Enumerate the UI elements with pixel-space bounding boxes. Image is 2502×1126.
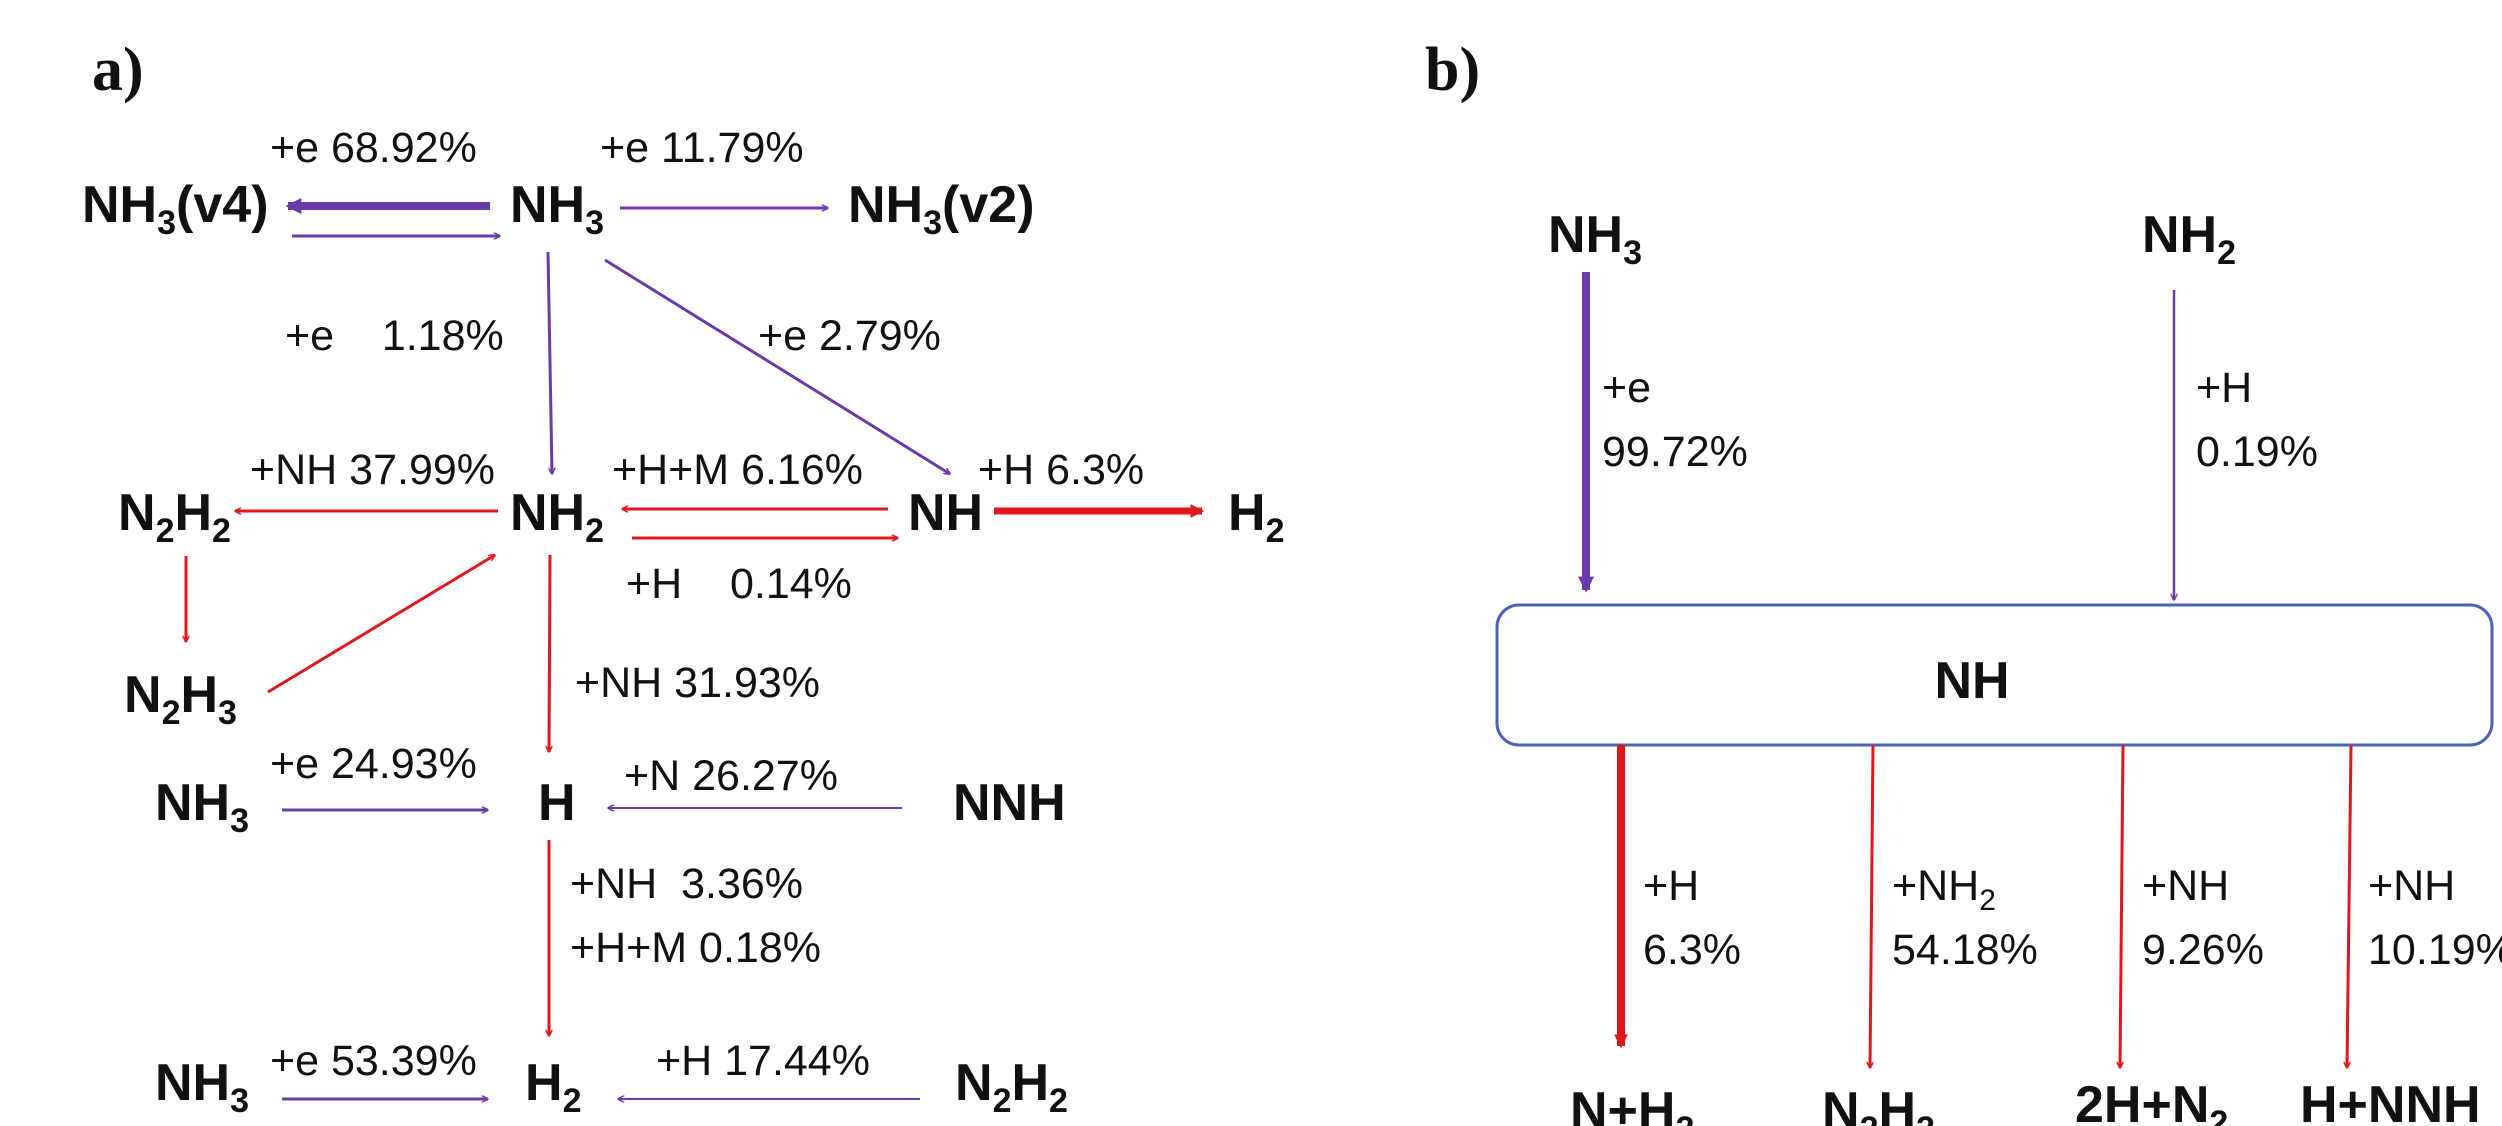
species-nh3-row-h2: NH3 bbox=[155, 1054, 249, 1120]
species-nh3-top: NH3 bbox=[510, 176, 604, 242]
species-nnh: NNH bbox=[953, 774, 1066, 832]
species-nh3-v2: NH3(v2) bbox=[848, 176, 1035, 242]
rate-b-r4-value: 10.19% bbox=[2368, 926, 2502, 974]
arrow-b-nh-to-h-nnh bbox=[2347, 744, 2353, 1068]
species-n2h2-left: N2H2 bbox=[118, 484, 231, 550]
species-h2-bottom: H2 bbox=[525, 1054, 581, 1120]
arrow-n2h3-to-nh2 bbox=[267, 553, 495, 694]
rate-e-2: +e 2.79% bbox=[758, 312, 941, 360]
rate-b-h-label: +H bbox=[2196, 364, 2252, 412]
panel-b-label: b) bbox=[1425, 36, 1480, 104]
product-n2h2: N2H2 bbox=[1822, 1082, 1935, 1126]
species-n2h2-bottom: N2H2 bbox=[955, 1054, 1068, 1120]
rate-hm-6: +H+M 6.16% bbox=[612, 446, 863, 494]
rate-nh-3: +NH 3.36% bbox=[570, 860, 803, 908]
rate-n-26: +N 26.27% bbox=[624, 752, 838, 800]
rate-b-h-value: 0.19% bbox=[2196, 428, 2318, 476]
rate-b-e-label: +e bbox=[1602, 364, 1651, 412]
product-h-nnh: H+NNH bbox=[2300, 1076, 2481, 1126]
nh-box-label: NH bbox=[1934, 652, 2009, 710]
panel-a-label: a) bbox=[92, 36, 144, 104]
product-2h-n2: 2H+N2 bbox=[2075, 1076, 2228, 1126]
arrow-b-nh-to-2h-n2 bbox=[2120, 744, 2125, 1068]
rate-nh-37: +NH 37.99% bbox=[250, 446, 495, 494]
arrow-b-nh-to-n2h2 bbox=[1870, 744, 1875, 1068]
rate-e-11: +e 11.79% bbox=[600, 124, 804, 172]
rate-h-6: +H 6.3% bbox=[978, 446, 1144, 494]
rate-nh-31: +NH 31.93% bbox=[575, 659, 820, 707]
species-nh3-row-h: NH3 bbox=[155, 774, 249, 840]
rate-e-53: +e 53.39% bbox=[270, 1037, 477, 1085]
rate-e-1: +e 1.18% bbox=[285, 312, 504, 360]
rate-b-r2-label: +NH2 bbox=[1892, 862, 1996, 917]
nh-box bbox=[1495, 603, 2494, 747]
rate-b-r1-label: +H bbox=[1643, 862, 1699, 910]
rate-h-17: +H 17.44% bbox=[656, 1037, 870, 1085]
rate-b-r3-label: +NH bbox=[2142, 862, 2229, 910]
rate-e-24: +e 24.93% bbox=[270, 740, 477, 788]
species-nh3-v4: NH3(v4) bbox=[82, 176, 269, 242]
species-n2h3: N2H3 bbox=[124, 666, 237, 732]
species-b-nh2: NH2 bbox=[2142, 206, 2236, 272]
rate-b-r3-value: 9.26% bbox=[2142, 926, 2264, 974]
product-n-h2: N+H2 bbox=[1570, 1082, 1694, 1126]
arrow-nh2-to-h bbox=[549, 554, 550, 752]
species-h-mid: H bbox=[538, 774, 576, 832]
arrow-nh3-to-nh bbox=[604, 258, 950, 476]
species-b-nh3: NH3 bbox=[1548, 206, 1642, 272]
rate-b-r2-value: 54.18% bbox=[1892, 926, 2038, 974]
species-h2-right: H2 bbox=[1228, 484, 1284, 550]
arrow-nh3-to-nh2 bbox=[546, 251, 552, 474]
rate-b-r1-value: 6.3% bbox=[1643, 926, 1741, 974]
rate-e-68: +e 68.92% bbox=[270, 124, 477, 172]
rate-b-e-value: 99.72% bbox=[1602, 428, 1748, 476]
rate-h-014: +H 0.14% bbox=[626, 560, 852, 608]
rate-b-r4-label: +NH bbox=[2368, 862, 2455, 910]
species-nh-mid: NH bbox=[908, 484, 983, 542]
species-nh2-mid: NH2 bbox=[510, 484, 604, 550]
rate-hm-018: +H+M 0.18% bbox=[570, 924, 821, 972]
